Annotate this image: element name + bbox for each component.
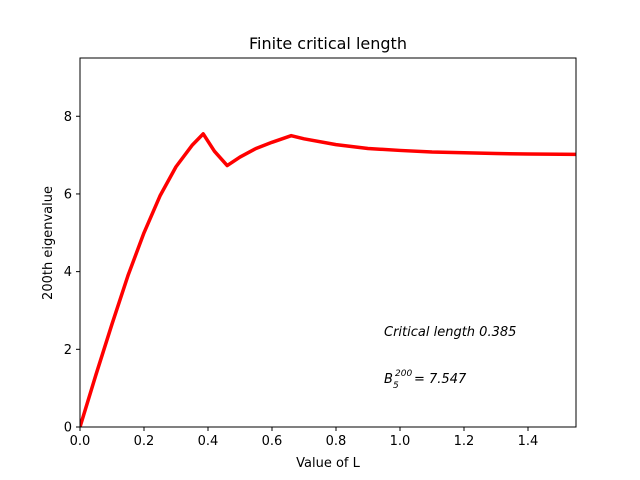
chart-title: Finite critical length xyxy=(249,34,407,53)
plot-frame xyxy=(79,57,577,428)
eigenvalue-superscript: 200 xyxy=(395,369,412,379)
x-tick-label: 1.2 xyxy=(454,434,475,449)
x-tick-label: 0.2 xyxy=(134,434,155,449)
y-axis: 0 2 4 6 8 xyxy=(64,110,80,436)
critical-length-annotation: Critical length 0.385 xyxy=(384,325,516,340)
y-tick-label: 8 xyxy=(64,110,72,125)
plot-area xyxy=(80,132,576,427)
x-axis: 0.0 0.2 0.4 0.6 0.8 1.0 1.2 1.4 xyxy=(70,427,539,449)
y-tick-label: 0 xyxy=(64,421,72,436)
x-axis-label: Value of L xyxy=(296,456,360,471)
eigenvalue-subscript: 5 xyxy=(393,381,399,391)
x-tick-label: 1.0 xyxy=(390,434,411,449)
x-tick-label: 0.6 xyxy=(262,434,283,449)
x-tick-label: 0.0 xyxy=(70,434,91,449)
y-tick-label: 4 xyxy=(64,265,72,280)
eigenvalue-annotation: B 5 200 = 7.547 xyxy=(384,369,467,391)
eigenvalue-symbol: B xyxy=(384,372,393,387)
series-line xyxy=(80,132,576,427)
y-tick-label: 6 xyxy=(64,187,72,202)
x-tick-label: 1.4 xyxy=(518,434,539,449)
x-tick-label: 0.8 xyxy=(326,434,347,449)
eigenvalue-value: = 7.547 xyxy=(414,372,467,387)
x-tick-label: 0.4 xyxy=(198,434,219,449)
y-tick-label: 2 xyxy=(64,343,72,358)
y-axis-label: 200th eigenvalue xyxy=(41,186,56,300)
